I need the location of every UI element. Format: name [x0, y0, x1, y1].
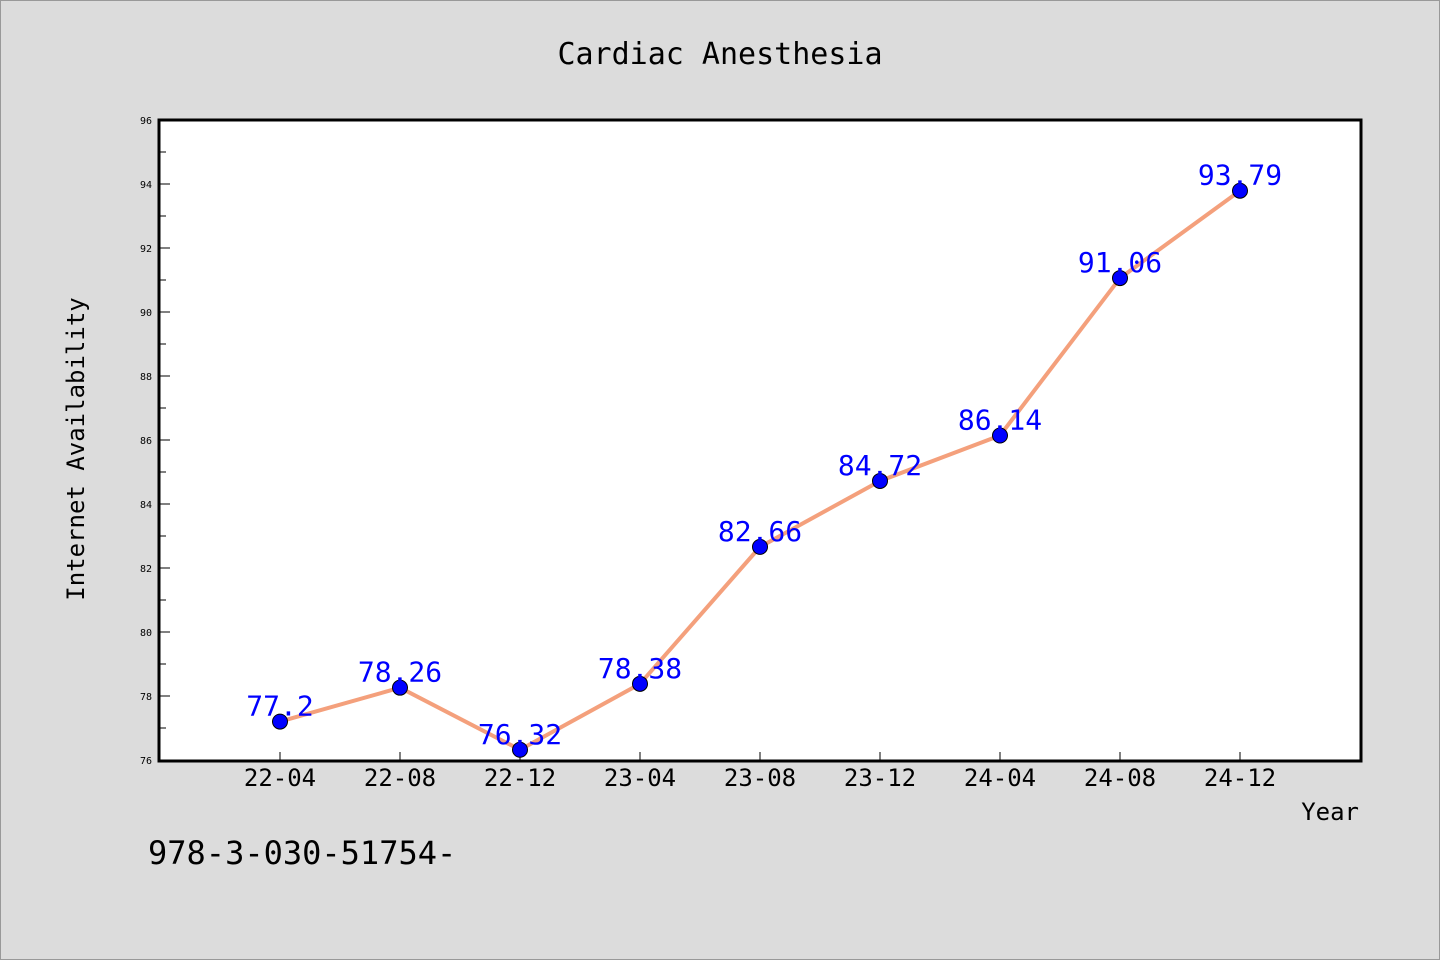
y-tick-label: 76: [140, 756, 152, 767]
x-tick-label: 22-08: [364, 764, 436, 792]
data-point: [992, 427, 1008, 444]
y-tick-label: 80: [140, 628, 152, 639]
x-tick-label: 24-08: [1084, 764, 1156, 792]
data-label: 84.72: [838, 449, 922, 482]
data-label: 93.79: [1198, 159, 1282, 192]
x-tick-label: 24-04: [964, 764, 1036, 792]
data-point: [392, 679, 408, 696]
plot-area: [157, 118, 1363, 763]
y-tick-label: 92: [140, 244, 152, 255]
data-point: [1112, 270, 1128, 287]
y-tick-label: 96: [140, 116, 152, 127]
x-axis: 22-04 22-08 22-12 23-04 23-08 23-12 24-04 24-08…: [159, 752, 1276, 792]
x-axis-title: Year: [1301, 798, 1359, 826]
data-label: 78.38: [598, 652, 682, 685]
y-tick-label: 82: [140, 564, 152, 575]
data-points: [272, 182, 1248, 758]
y-axis: 76 78 80 82 84 86 88 90 92 94 96: [140, 116, 170, 767]
x-tick-label: 23-12: [844, 764, 916, 792]
data-point: [512, 741, 528, 758]
y-tick-label: 84: [140, 500, 152, 511]
x-tick-label: 23-04: [604, 764, 676, 792]
y-tick-label: 90: [140, 308, 152, 319]
y-tick-label: 78: [140, 692, 152, 703]
y-tick-label: 86: [140, 436, 152, 447]
y-tick-label: 88: [140, 372, 152, 383]
x-tick-label: 22-12: [484, 764, 556, 792]
y-axis-title: Internet Availability: [62, 297, 90, 600]
x-tick-label: 23-08: [724, 764, 796, 792]
footnote-text: 978-3-030-51754-: [148, 834, 456, 872]
data-label: 86.14: [958, 404, 1042, 437]
data-point: [272, 713, 288, 730]
data-label: 91.06: [1078, 246, 1162, 279]
data-point: [752, 538, 768, 555]
data-label: 82.66: [718, 515, 802, 548]
data-point: [872, 472, 888, 489]
data-label: 77.2: [246, 690, 313, 723]
x-tick-label: 24-12: [1204, 764, 1276, 792]
data-point: [632, 675, 648, 692]
data-point: [1232, 182, 1248, 199]
y-tick-label: 94: [140, 180, 152, 191]
data-labels: 77.2 78.26 76.32 78.38 82.66 84.72 86.14 91.06 9…: [246, 159, 1282, 751]
data-label: 76.32: [478, 718, 562, 751]
data-label: 78.26: [358, 656, 442, 689]
chart-title: Cardiac Anesthesia: [557, 37, 882, 72]
x-tick-label: 22-04: [244, 764, 316, 792]
